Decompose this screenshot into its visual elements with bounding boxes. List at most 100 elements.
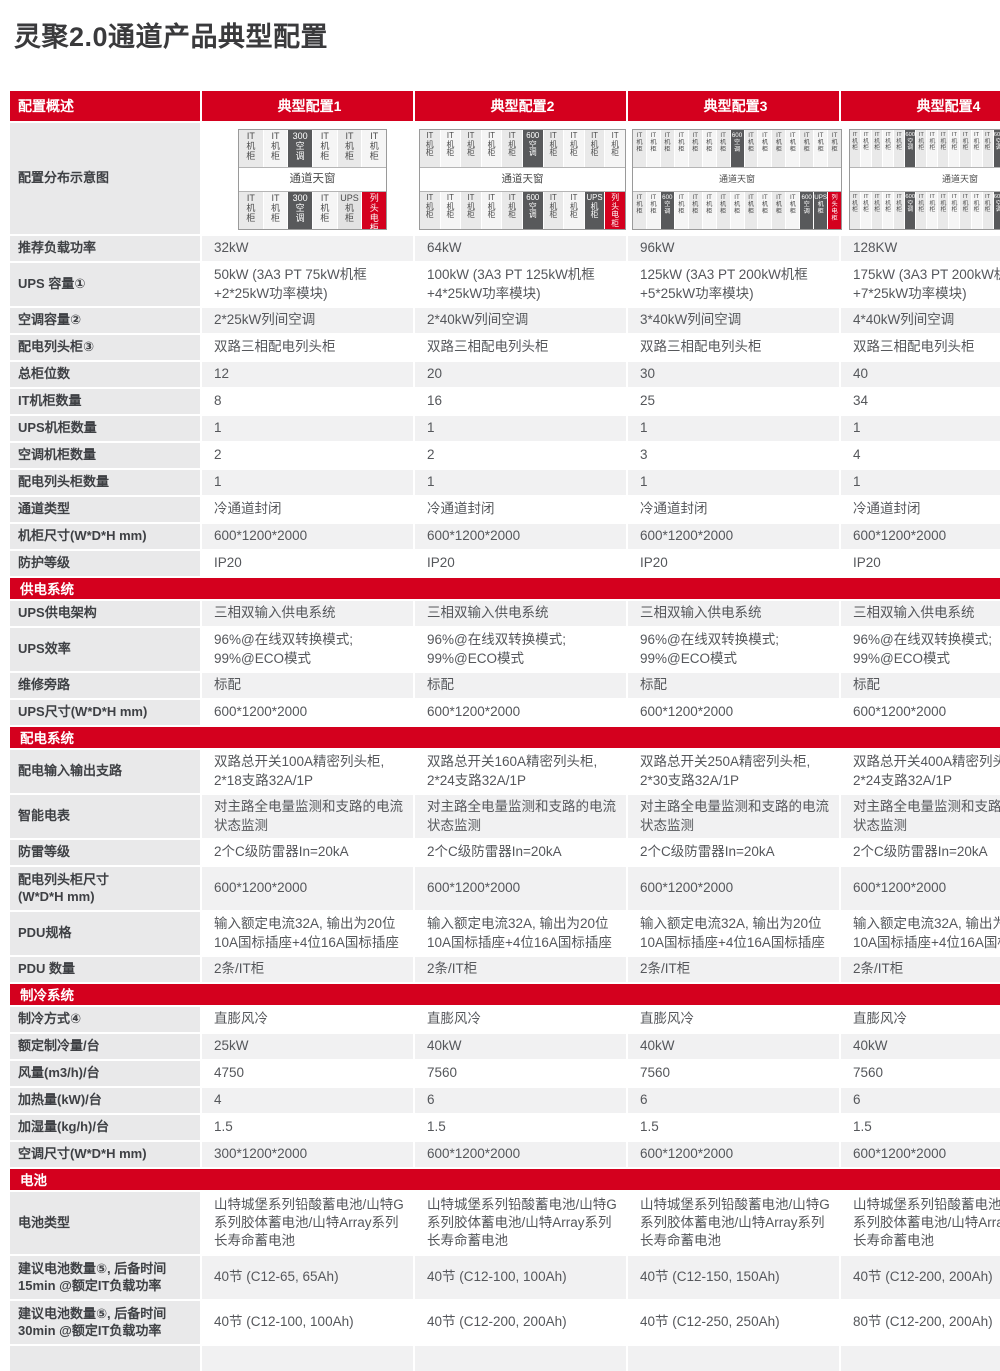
it-cabinet-cell: IT 机 柜 [894,192,905,229]
spec-label: 配电列头柜③ [10,335,200,360]
spec-value-config2: 7560 [415,1061,626,1086]
spec-value-config4: 96%@在线双转换模式; 99%@ECO模式 [841,628,1000,671]
spec-value-config4: 80节 (C12-200, 200Ah) [841,1301,1000,1344]
spec-value-config2: 1 [415,470,626,495]
it-cabinet-cell: IT 机 柜 [971,192,982,229]
spec-row: 通道类型 冷通道封闭 冷通道封闭 冷通道封闭 冷通道封闭 [10,497,1000,522]
spec-value-config3: 直膨风冷 [628,1007,839,1032]
diagram-box: IT 机 柜 IT 机 柜 IT 机 柜 IT 机 柜 IT 机 柜 IT 机 柜 IT 机… [632,129,842,230]
it-cabinet-cell: IT 机 柜 [716,192,730,229]
spec-value-config1: 40节 (C12-65, 65Ah) [202,1256,413,1299]
spec-label: UPS效率 [10,628,200,671]
spec-value-config3: 6 [628,1088,839,1113]
it-cabinet-cell: IT 机 柜 [440,192,461,229]
spec-label: 配电输入输出支路 [10,750,200,793]
spec-value-config1: 12 [202,362,413,387]
spec-value-config2: 16 [415,389,626,414]
ac-unit-cell: 600 空 调 [800,192,814,229]
spec-value-config2: 对主路全电量监测和支路的电流 状态监测 [415,795,626,838]
it-cabinet-cell: IT 机 柜 [758,192,772,229]
spec-value-config3: 1.5 [628,1115,839,1140]
spec-row: 空调机柜数量 2 2 3 4 [10,443,1000,468]
spec-value-config4: 600*1200*2000 [841,524,1000,549]
spec-label: 配电列头柜尺寸 (W*D*H mm) [10,867,200,910]
it-cabinet-cell: IT 机 柜 [949,192,960,229]
spec-value-config2: 山特城堡系列铅酸蓄电池/山特G 系列胶体蓄电池/山特Array系列 长寿命蓄电池 [415,1192,626,1254]
spec-value-config4: 1 [841,416,1000,441]
spec-value-config3: IP20 [628,551,839,576]
spec-value-config4: 7560 [841,1061,1000,1086]
it-cabinet-cell: IT 机 柜 [461,130,481,167]
spec-value-config1: 96%@在线双转换模式; 99%@ECO模式 [202,628,413,671]
spec-value-config4: 2个C级防雷器In=20kA [841,840,1000,865]
it-cabinet-cell: IT 机 柜 [605,130,625,167]
spec-value-config2: 96%@在线双转换模式; 99%@ECO模式 [415,628,626,671]
section-bar: 电池 [10,1169,1000,1190]
spec-value-config3: 三相双输入供电系统 [628,601,839,626]
it-cabinet-cell: IT 机 柜 [927,130,938,167]
spec-value-config4: 175kW (3A3 PT 200kW机框 +7*25kW功率模块) [841,263,1000,306]
spec-row: 推荐负载功率 32kW 64kW 96kW 128KW [10,236,1000,261]
spec-label: 电池类型 [10,1192,200,1254]
spec-label: 机柜尺寸(W*D*H mm) [10,524,200,549]
col-header-config1: 典型配置1 [202,91,413,121]
spec-value-config2: 输入额定电流32A, 输出为20位 10A国标插座+4位16A国标插座 [415,912,626,955]
spec-value-config4: 标配 [841,673,1000,698]
spec-value-config1: 4750 [202,1061,413,1086]
it-cabinet-cell: IT 机 柜 [502,192,522,229]
spec-value-config3: 96%@在线双转换模式; 99%@ECO模式 [628,628,839,671]
it-cabinet-cell: IT 机 柜 [440,130,461,167]
it-cabinet-cell: IT 机 柜 [633,192,646,229]
spec-value-config3: 125kW (3A3 PT 200kW机框 +5*25kW功率模块) [628,263,839,306]
spec-label: 推荐负载功率 [10,236,200,261]
table-header-row: 配置概述 典型配置1 典型配置2 典型配置3 典型配置4 [10,91,1000,121]
it-cabinet-cell: IT 机 柜 [861,130,872,167]
it-cabinet-cell: IT 机 柜 [646,192,660,229]
ac-unit-cell: 600 空 调 [660,192,674,229]
spec-value-config4: 三相双输入供电系统 [841,601,1000,626]
spec-value-config1: 双路总开关100A精密列头柜, 2*18支路32A/1P [202,750,413,793]
spec-value-config4: IP20 [841,551,1000,576]
it-cabinet-cell: IT 机 柜 [481,192,502,229]
it-cabinet-cell: IT 机 柜 [772,192,786,229]
it-cabinet-cell: IT 机 柜 [730,192,744,229]
spec-value-config4: 1.5 [841,1115,1000,1140]
spec-value-config3: 40节 (C12-150, 150Ah) [628,1256,839,1299]
row-head-power-cabinet-cell: 列 头 电 柜 [828,192,842,229]
spec-label [10,1346,200,1371]
spec-value-config2: 600*1200*2000 [415,700,626,725]
spec-label: PDU规格 [10,912,200,955]
spec-row: 制冷方式④ 直膨风冷 直膨风冷 直膨风冷 直膨风冷 [10,1007,1000,1032]
ups-cabinet-cell: UPS 机 柜 [584,192,605,229]
spec-label: 加热量(kW)/台 [10,1088,200,1113]
spec-row: 智能电表 对主路全电量监测和支路的电流 状态监测 对主路全电量监测和支路的电流 状态… [10,795,1000,838]
diagram-box: IT 机 柜 IT 机 柜 IT 机 柜 IT 机 柜 IT 机 柜 600 空 调 IT … [849,129,1000,230]
it-cabinet-cell: IT 机 柜 [916,130,927,167]
spec-label: 空调机柜数量 [10,443,200,468]
spec-value-config4: 4 [841,443,1000,468]
spec-value-config1: 对主路全电量监测和支路的电流 状态监测 [202,795,413,838]
spec-value-config4: 34 [841,389,1000,414]
spec-value-config3: 30 [628,362,839,387]
spec-value-config2: 冷通道封闭 [415,497,626,522]
spec-value-config2: 600*1200*2000 [415,867,626,910]
ac-unit-cell: 600 空 调 [522,192,543,229]
spec-row: 电池类型 山特城堡系列铅酸蓄电池/山特G 系列胶体蓄电池/山特Array系列 长寿… [10,1192,1000,1254]
it-cabinet-cell: IT 机 柜 [861,192,872,229]
spec-value-config3: 600*1200*2000 [628,1142,839,1167]
it-cabinet-cell: IT 机 柜 [814,130,828,167]
spec-row: UPS供电架构 三相双输入供电系统 三相双输入供电系统 三相双输入供电系统 三相双输入供… [10,601,1000,626]
spec-row: 建议电池数量⑤, 后备时间 15min @额定IT负载功率 40节 (C12-65… [10,1256,1000,1299]
spec-row: 配电列头柜③ 双路三相配电列头柜 双路三相配电列头柜 双路三相配电列头柜 双路三相配电列… [10,335,1000,360]
spec-label: 防护等级 [10,551,200,576]
it-cabinet-cell: IT 机 柜 [420,192,440,229]
spec-label: 总柜位数 [10,362,200,387]
spec-value-config2: 三相双输入供电系统 [415,601,626,626]
it-cabinet-cell: IT 机 柜 [938,192,949,229]
spec-value-config3: 3 [628,443,839,468]
spec-value-config1: 山特城堡系列铅酸蓄电池/山特G 系列胶体蓄电池/山特Array系列 长寿命蓄电池 [202,1192,413,1254]
spec-value-config4: 冷通道封闭 [841,497,1000,522]
it-cabinet-cell: IT 机 柜 [337,130,362,167]
it-cabinet-cell: IT 机 柜 [982,130,993,167]
it-cabinet-cell: IT 机 柜 [744,130,758,167]
